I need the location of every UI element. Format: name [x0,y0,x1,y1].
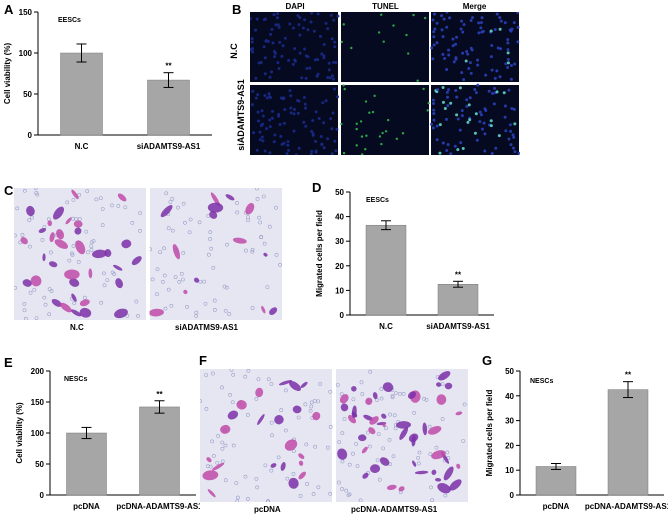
row-label-siadamts9: siADAMTS9-AS1 [235,79,246,151]
y-tick-label: 150 [19,8,33,17]
x-tick-label: N.C [75,142,89,151]
chart-annotation: NESCs [530,378,553,385]
fluorescence-tile-tunel [340,12,429,82]
significance-mark: ** [156,390,163,399]
fluorescence-tile-tunel [340,84,430,155]
migration-tile [335,369,468,502]
x-tick-label: pcDNA-ADAMTS9-AS1 [585,502,668,511]
chart-annotation: EESCs [366,197,389,204]
bar [535,466,577,496]
y-tick-label: 20 [335,262,344,271]
panel-letter-f: F [199,353,207,368]
x-tick-label: siADAMTS9-AS1 [426,322,490,331]
y-tick-label: 0 [28,131,33,140]
y-tick-label: 0 [340,311,345,320]
migration-tile [148,188,282,320]
column-header-tunel: TUNEL [372,2,399,11]
image-label-f-pcdna-adamts9: pcDNA-ADAMTS9-AS1 [351,505,438,514]
row-label-nc: N.C [228,43,239,59]
bar [66,432,107,496]
y-tick-label: 40 [335,213,344,222]
column-header-dapi: DAPI [285,2,305,11]
x-tick-label: pcDNA [543,502,570,511]
y-axis-label: Migrated cells per field [315,210,324,297]
panel-b-grid: DAPI TUNEL Merge N.C siADAMTS9-AS1 [229,0,668,160]
y-tick-label: 50 [505,367,514,376]
chart-annotation: EESCs [58,17,81,24]
y-tick-label: 50 [35,460,44,469]
y-axis-label: Cell viability (%) [3,42,12,104]
y-axis-label: Cell viability (%) [15,402,24,464]
fluorescence-image-grid [250,12,520,155]
image-label-c-si: siADATMS9-AS1 [175,323,238,332]
migration-tile [200,369,333,502]
y-tick-label: 20 [505,441,514,450]
bar [365,224,407,316]
y-tick-label: 0 [40,491,45,500]
y-tick-label: 10 [505,466,514,475]
bar [147,79,190,136]
y-tick-label: 40 [505,392,514,401]
panel-letter-e: E [4,355,13,370]
y-tick-label: 200 [31,367,45,376]
y-tick-label: 50 [335,188,344,197]
fluorescence-tile-merge [429,83,520,155]
fluorescence-tile-merge [430,12,520,82]
panel-letter-d: D [312,180,322,195]
panel-letter-b: B [232,2,242,17]
significance-mark: ** [625,371,632,380]
significance-mark: ** [165,62,172,71]
x-tick-label: siADAMTS9-AS1 [137,142,201,151]
bar [139,406,180,496]
bar [607,389,649,496]
significance-mark: ** [455,270,462,279]
chart-annotation: NESCs [64,376,87,383]
x-tick-label: N.C [379,322,393,331]
column-header-merge: Merge [462,2,487,11]
chart-d: 0 10 20 30 40 50 Migrated cells per field EESCs… [315,188,494,331]
x-tick-label: pcDNA [73,502,100,511]
chart-a: 0 50 100 150 Cell viability (%) EESCs N.C ** siA… [3,8,212,151]
chart-g: 0 10 20 30 40 50 Migrated cells per field NESCs… [485,367,668,511]
y-tick-label: 30 [505,417,514,426]
fluorescence-tile-dapi [250,12,340,82]
panel-letter-c: C [4,183,14,198]
migration-image-c [14,188,282,320]
y-tick-label: 50 [23,90,32,99]
y-tick-label: 10 [335,286,344,295]
migration-tile [14,188,146,320]
migration-image-f [200,369,468,502]
bar [60,52,103,136]
image-label-f-pcdna: pcDNA [254,505,281,514]
panel-letter-g: G [482,353,493,368]
y-axis-label: Migrated cells per field [485,390,494,477]
image-label-c-nc: N.C [70,323,84,332]
panel-letter-a: A [4,2,14,17]
x-tick-label: pcDNA-ADAMTS9-AS1 [116,502,200,511]
y-tick-label: 30 [335,237,344,246]
chart-e: 0 50 100 150 200 Cell viability (%) NESCs pcDNA… [15,367,200,511]
fluorescence-tile-dapi [250,85,340,155]
y-tick-label: 0 [510,491,515,500]
y-tick-label: 150 [31,398,45,407]
y-tick-label: 100 [31,429,45,438]
bar [437,284,479,316]
y-tick-label: 100 [19,49,33,58]
